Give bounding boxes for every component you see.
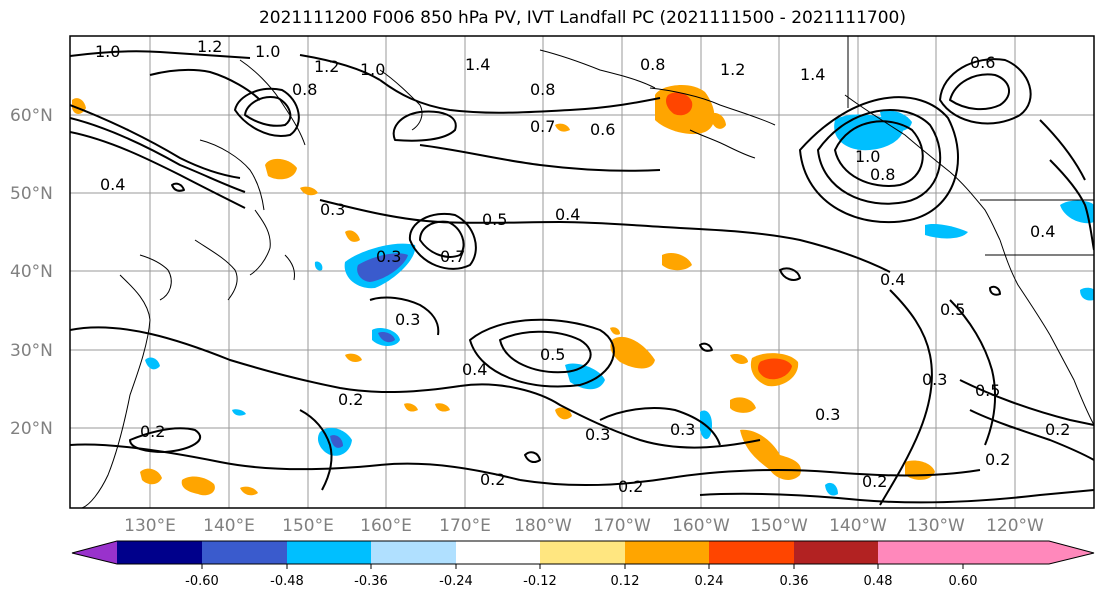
colorbar-ticks (201, 564, 964, 569)
colorbar-tick-label: 0.36 (780, 574, 809, 589)
contour-label: 0.8 (870, 165, 895, 184)
contour-label: 0.4 (100, 175, 125, 194)
contour-label: 0.2 (140, 422, 165, 441)
lon-label: 180°W (514, 516, 572, 536)
contour-label: 0.3 (376, 247, 401, 266)
longitude-labels: 130°E 140°E 150°E 160°E 170°E 180°W 170°… (124, 516, 1044, 536)
colorbar-segment (625, 541, 709, 564)
colorbar: -0.60 -0.48 -0.36 -0.24 -0.12 0.12 0.24 … (71, 540, 1095, 589)
contour-label: 1.0 (360, 60, 385, 79)
contour-label: 0.2 (1045, 420, 1070, 439)
lon-label: 130°E (124, 516, 176, 536)
lon-label: 150°E (282, 516, 334, 536)
colorbar-tick-label: -0.48 (270, 574, 304, 589)
contour-label: 1.2 (197, 37, 222, 56)
colorbar-segment (117, 541, 202, 564)
colorbar-tick-label: 0.60 (949, 574, 978, 589)
contour-label: 0.2 (618, 477, 643, 496)
colorbar-tick-label: -0.12 (523, 574, 557, 589)
colorbar-extend-high (963, 541, 1094, 564)
contour-label: 0.5 (975, 381, 1000, 400)
colorbar-tick-label: 0.24 (695, 574, 724, 589)
contour-label: 0.3 (320, 200, 345, 219)
contour-label: 0.2 (480, 470, 505, 489)
contour-label: 1.2 (720, 60, 745, 79)
lat-label: 40°N (10, 262, 53, 282)
lon-label: 130°W (907, 516, 965, 536)
colorbar-segment (540, 541, 625, 564)
contour-label: 0.8 (530, 80, 555, 99)
lon-label: 150°W (750, 516, 808, 536)
map-title: 2021111200 F006 850 hPa PV, IVT Landfall… (258, 8, 906, 28)
contour-label: 0.8 (640, 55, 665, 74)
contour-label: 0.7 (530, 117, 555, 136)
contour-label: 0.4 (462, 360, 487, 379)
contour-label: 0.6 (590, 120, 615, 139)
lat-label: 50°N (10, 184, 53, 204)
colorbar-segment (371, 541, 456, 564)
lon-label: 120°W (986, 516, 1044, 536)
contour-label: 0.5 (940, 300, 965, 319)
contour-label: 1.4 (465, 55, 490, 74)
contour-label: 1.4 (800, 65, 825, 84)
contour-label: 0.5 (540, 345, 565, 364)
contour-label: 0.5 (482, 210, 507, 229)
lon-label: 160°E (360, 516, 412, 536)
coastlines (81, 36, 1094, 508)
lon-label: 170°E (439, 516, 491, 536)
map-frame (69, 35, 1095, 509)
contour-labels: 1.0 1.2 1.0 1.2 1.0 0.8 1.4 0.8 0.7 0.6 … (95, 37, 1070, 496)
contour-label: 1.0 (855, 147, 880, 166)
contour-label: 0.2 (985, 450, 1010, 469)
map-background (70, 36, 1094, 508)
colorbar-tick-label: -0.60 (185, 574, 219, 589)
lat-label: 60°N (10, 106, 53, 126)
colorbar-tick-label: 0.12 (611, 574, 640, 589)
contour-label: 1.0 (95, 42, 120, 61)
contour-label: 0.3 (922, 370, 947, 389)
contour-label: 0.3 (815, 405, 840, 424)
contour-label: 0.2 (862, 472, 887, 491)
colorbar-segment (794, 541, 878, 564)
contour-label: 0.8 (292, 80, 317, 99)
latitude-labels: 60°N 50°N 40°N 30°N 20°N (10, 106, 53, 439)
colorbar-segment (202, 541, 287, 564)
contour-label: 0.3 (670, 420, 695, 439)
colorbar-outline (71, 540, 1095, 565)
colorbar-tick-label: 0.48 (864, 574, 893, 589)
contour-label: 0.2 (338, 390, 363, 409)
lon-label: 140°W (829, 516, 887, 536)
lon-label: 140°E (203, 516, 255, 536)
colorbar-segment (456, 541, 540, 564)
contour-label: 0.3 (395, 310, 420, 329)
colorbar-segment (287, 541, 371, 564)
lat-label: 20°N (10, 419, 53, 439)
pv-contours (70, 50, 1094, 506)
colorbar-segment (709, 541, 794, 564)
lon-label: 170°W (593, 516, 651, 536)
contour-label: 0.4 (1030, 222, 1055, 241)
colorbar-tick-label: -0.24 (439, 574, 473, 589)
contour-label: 1.2 (314, 57, 339, 76)
contour-label: 1.0 (255, 42, 280, 61)
colorbar-extend-low (72, 541, 117, 564)
lon-label: 160°W (672, 516, 730, 536)
contour-label: 0.4 (555, 205, 580, 224)
contour-label: 0.6 (970, 53, 995, 72)
colorbar-tick-label: -0.36 (354, 574, 388, 589)
contour-label: 0.3 (585, 425, 610, 444)
contour-label: 0.4 (880, 270, 905, 289)
contour-label: 0.7 (440, 247, 465, 266)
colorbar-segment (878, 541, 963, 564)
lat-label: 30°N (10, 341, 53, 361)
